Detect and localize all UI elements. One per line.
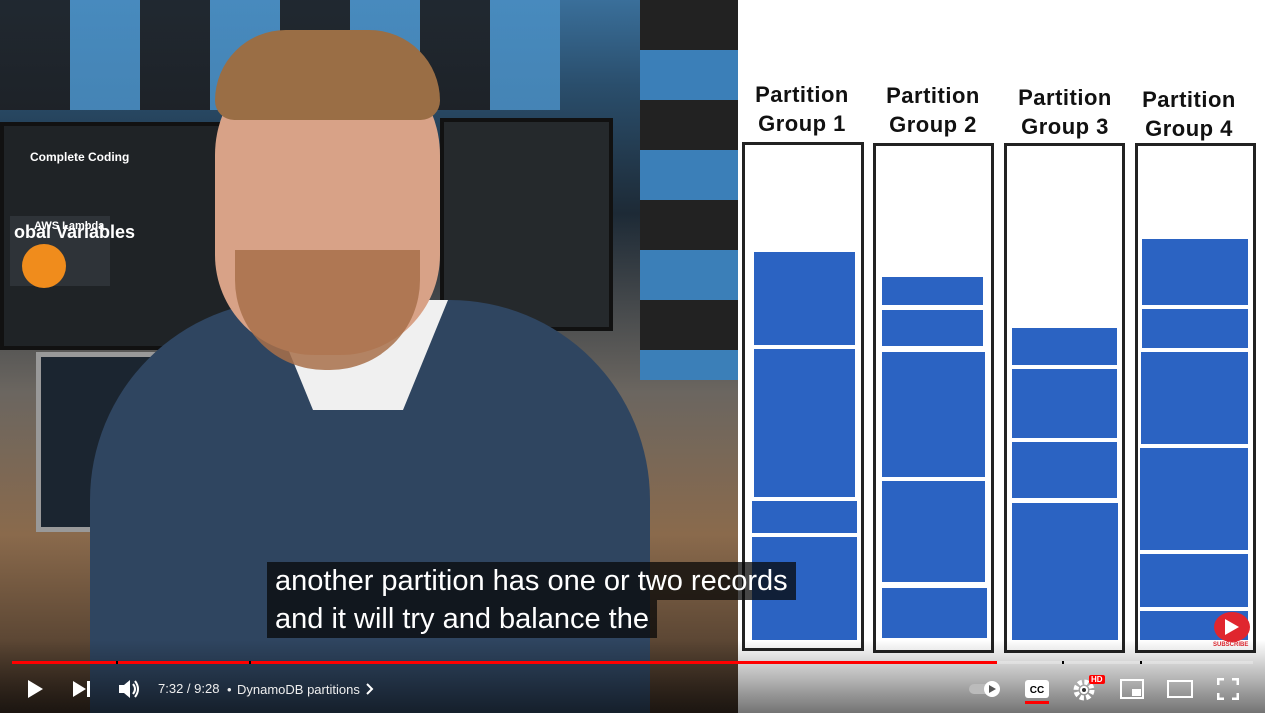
time-display: 7:32 / 9:28 <box>158 681 220 696</box>
hd-badge: HD <box>1089 675 1105 684</box>
fullscreen-button[interactable] <box>1217 678 1239 700</box>
progress-played <box>12 661 997 664</box>
slide-subtitle: obal Variables <box>14 222 136 242</box>
record-block <box>882 310 983 346</box>
chapter-gap <box>1062 661 1064 664</box>
monitor-heading: Complete Coding <box>30 150 130 164</box>
svg-text:CC: CC <box>1030 685 1044 696</box>
record-block <box>754 349 855 497</box>
next-button[interactable] <box>72 680 92 698</box>
theater-button[interactable] <box>1167 680 1193 698</box>
group-label: Partition Group 3 <box>1018 85 1112 139</box>
whiteboard: Partition Group 1 Partition Group 2 Partit… <box>738 0 1265 713</box>
record-block <box>882 352 985 477</box>
group-label: Partition Group 1 <box>755 82 849 136</box>
record-block <box>882 277 983 305</box>
record-block <box>1142 239 1248 305</box>
record-block <box>1140 448 1248 550</box>
group-label: Partition Group 2 <box>886 83 980 137</box>
record-block <box>752 501 857 533</box>
miniplayer-button[interactable] <box>1120 679 1144 699</box>
record-block <box>1012 328 1117 365</box>
record-block <box>1012 503 1118 640</box>
subscribe-button[interactable] <box>1214 612 1250 642</box>
record-block <box>1012 442 1117 498</box>
chapter-gap <box>249 661 251 664</box>
acoustic-foam-side <box>640 0 738 380</box>
captions-button[interactable]: CC <box>1024 678 1050 704</box>
record-block <box>1142 309 1248 348</box>
settings-button[interactable] <box>1072 678 1096 702</box>
controls-gradient <box>0 640 1265 713</box>
play-glyph <box>1225 619 1239 635</box>
group-label: Partition Group 4 <box>1142 87 1236 141</box>
record-block <box>1012 369 1117 438</box>
record-block <box>882 588 987 638</box>
person-hair <box>215 30 440 120</box>
record-block <box>882 481 985 582</box>
chapter-chevron[interactable] <box>366 683 374 695</box>
monitor-right <box>440 118 613 331</box>
volume-button[interactable] <box>118 678 142 700</box>
record-block <box>754 252 855 345</box>
record-block <box>1141 352 1248 444</box>
chapter-title[interactable]: DynamoDB partitions <box>237 682 360 697</box>
caption-line: another partition has one or two records <box>267 562 796 600</box>
separator: • <box>227 682 232 697</box>
record-block <box>1140 554 1248 607</box>
slide-title: AWS Lambda <box>34 220 105 232</box>
caption-line: and it will try and balance the <box>267 600 657 638</box>
chapter-gap <box>1140 661 1142 664</box>
autoplay-toggle[interactable] <box>968 680 1004 698</box>
chapter-gap <box>116 661 118 664</box>
play-button[interactable] <box>26 679 44 699</box>
